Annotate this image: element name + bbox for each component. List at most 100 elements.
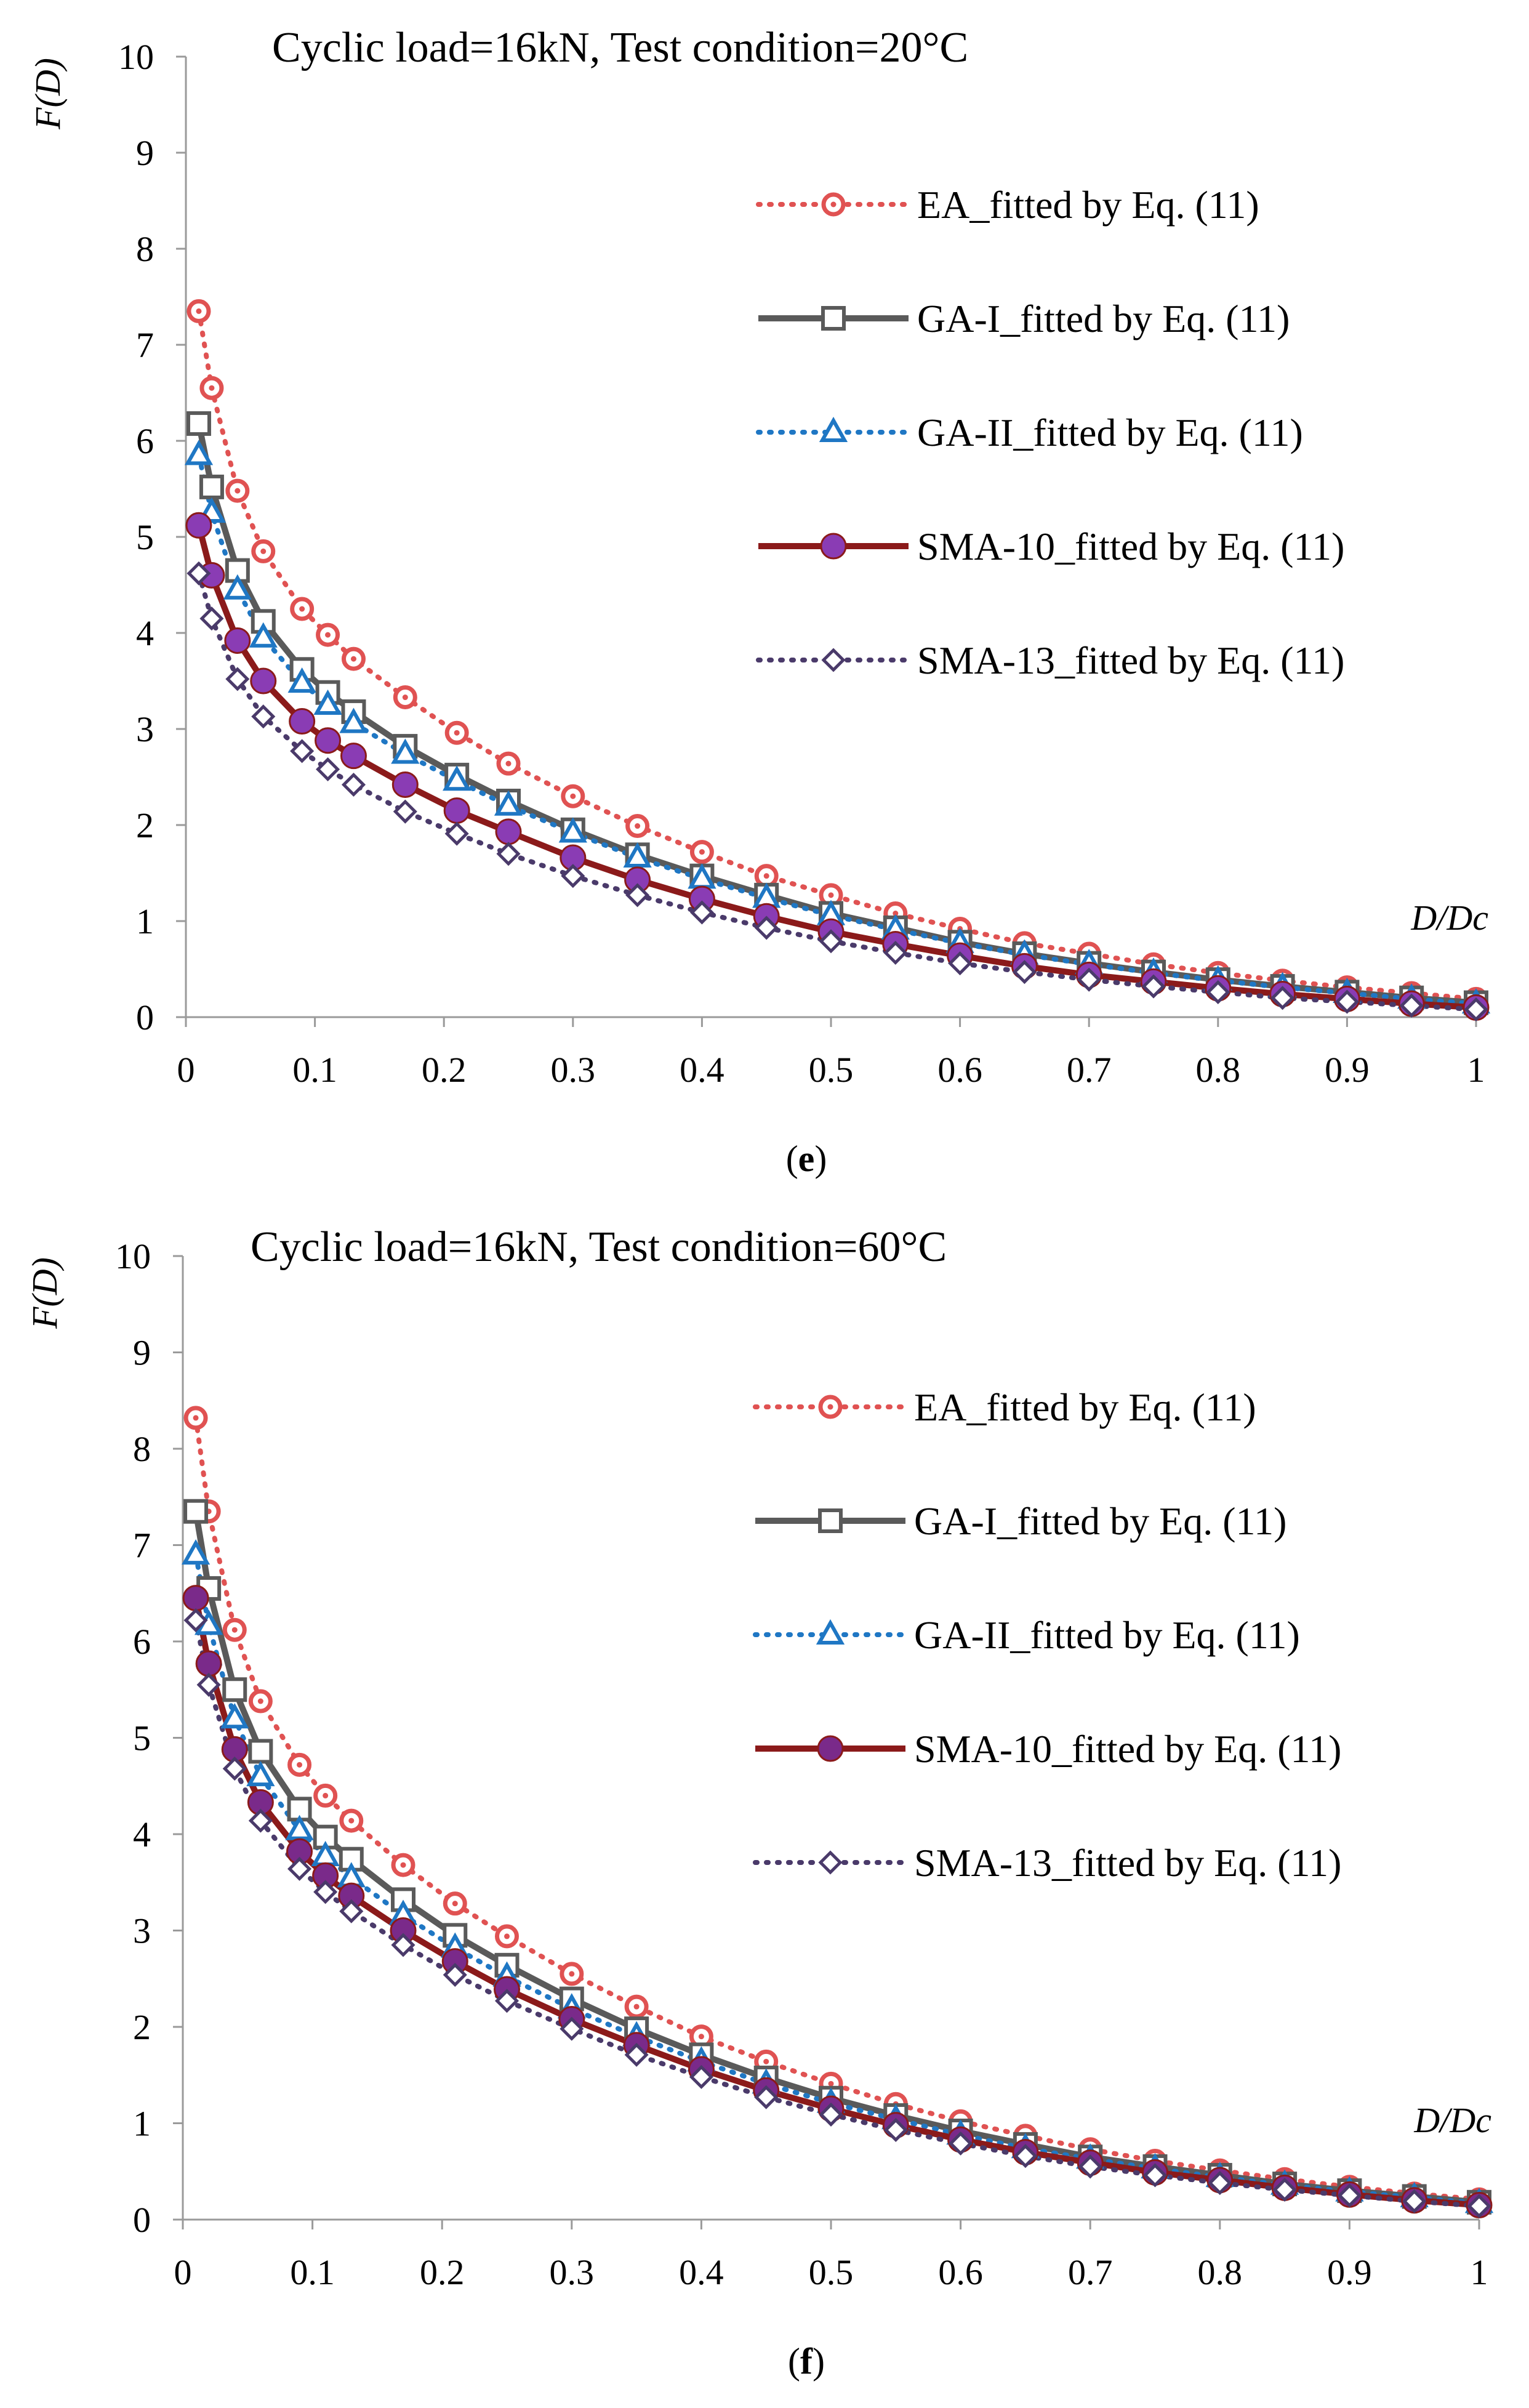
data-point-dot (193, 1415, 199, 1421)
y-tick-label: 9 (133, 1333, 151, 1373)
x-tick-label: 1 (1467, 1050, 1485, 1090)
legend-entry-1: GA-I_fitted by Eq. (11) (755, 1499, 1286, 1543)
legend-entry-0: EA_fitted by Eq. (11) (753, 1385, 1256, 1429)
x-tick-label: 0 (174, 2252, 192, 2292)
data-point (883, 940, 908, 965)
data-point (1206, 980, 1230, 1004)
data-point (494, 1989, 520, 2013)
data-point (561, 864, 585, 888)
legend-entry-2: GA-II_fitted by Eq. (11) (753, 1613, 1300, 1657)
legend-marker (818, 1850, 843, 1875)
data-point (625, 883, 650, 908)
data-point (1467, 2194, 1491, 2218)
y-tick-label: 5 (136, 517, 154, 557)
y-tick-label: 0 (136, 997, 154, 1037)
y-tick-label: 6 (136, 421, 154, 461)
legend-label: GA-I_fitted by Eq. (11) (914, 1499, 1286, 1543)
data-point (443, 1962, 467, 1987)
y-axis-label: F(D) (28, 58, 68, 130)
data-point (496, 842, 521, 866)
x-tick-label: 0.6 (938, 2252, 983, 2292)
legend-marker (820, 533, 847, 560)
x-tick-label: 0.3 (550, 2252, 595, 2292)
x-tick-label: 0.5 (809, 1050, 854, 1090)
data-point (391, 738, 420, 764)
data-point-dot (635, 823, 641, 829)
y-tick-label: 4 (133, 1814, 151, 1854)
data-point (1142, 2163, 1168, 2188)
data-point (560, 2016, 584, 2041)
data-point (289, 708, 316, 735)
y-tick-label: 7 (133, 1526, 151, 1566)
x-tick-label: 0.8 (1198, 2252, 1243, 2292)
y-tick-label: 5 (133, 1718, 151, 1758)
data-point (183, 1499, 209, 1524)
data-point (393, 799, 417, 824)
y-tick-label: 10 (115, 1236, 151, 1276)
legend-label: GA-II_fitted by Eq. (11) (914, 1613, 1300, 1657)
data-point (1334, 989, 1359, 1014)
data-point (184, 440, 214, 465)
legend-marker (821, 648, 846, 672)
data-point-dot (196, 308, 202, 314)
data-point (689, 2064, 713, 2089)
legend-marker (816, 1619, 845, 1645)
chart-title: Cyclic load=16kN, Test condition=20°C (272, 24, 968, 71)
data-point (949, 2131, 973, 2156)
chart-panel-e: 0 1 2 3 4 5 6 7 8 9 10 0 0.1 0.2 0.3 0.4 0.5 0.6 0.7 0.8 0.9… (28, 24, 1491, 1179)
data-point (1464, 997, 1488, 1022)
x-tick-label: 0.4 (679, 2252, 724, 2292)
data-point-dot (763, 873, 769, 879)
data-point-dot (297, 1762, 303, 1768)
data-point (754, 916, 779, 940)
data-point-dot (633, 2003, 640, 2010)
legend-marker-dot (830, 201, 837, 207)
data-point-dot (505, 760, 512, 767)
legend-label: SMA-13_fitted by Eq. (11) (914, 1841, 1341, 1885)
data-point (689, 900, 714, 925)
data-point-dot (402, 695, 408, 701)
data-point (1399, 993, 1424, 1018)
data-point (340, 743, 367, 770)
data-point (316, 757, 340, 782)
legend-entry-4: SMA-13_fitted by Eq. (11) (756, 638, 1344, 682)
x-tick-label: 1 (1471, 2252, 1488, 2292)
data-point-dot (452, 1901, 458, 1907)
data-point (341, 772, 366, 797)
x-tick-label: 0.7 (1068, 2252, 1113, 2292)
legend-label: GA-II_fitted by Eq. (11) (917, 411, 1303, 454)
data-point (222, 1677, 247, 1702)
data-point (1012, 960, 1037, 985)
data-point-dot (828, 2080, 834, 2087)
panel-label: (f) (788, 2341, 825, 2382)
x-tick-label: 0.9 (1325, 1050, 1370, 1090)
data-point (1077, 967, 1101, 992)
y-tick-label: 9 (136, 133, 154, 173)
legend-entry-2: GA-II_fitted by Eq. (11) (756, 411, 1303, 454)
data-point (246, 1760, 275, 1787)
legend-entry-4: SMA-13_fitted by Eq. (11) (753, 1841, 1341, 1885)
legend-entry-0: EA_fitted by Eq. (11) (756, 183, 1259, 227)
data-point (443, 765, 472, 791)
data-point-dot (260, 548, 267, 554)
x-tick-label: 0.4 (680, 1050, 724, 1090)
data-point-dot (325, 632, 331, 638)
data-point (313, 689, 342, 715)
data-point (222, 1757, 247, 1781)
legend-label: SMA-10_fitted by Eq. (11) (914, 1727, 1341, 1771)
y-tick-label: 3 (133, 1911, 151, 1951)
data-point (391, 771, 419, 798)
x-tick-label: 0.3 (551, 1050, 596, 1090)
data-point (819, 929, 843, 954)
x-axis-label: D/Dc (1410, 898, 1488, 938)
data-point (182, 1585, 209, 1612)
panel-paren-close: ) (813, 2341, 825, 2382)
data-point (313, 1880, 338, 1904)
x-tick-label: 0 (177, 1050, 195, 1090)
x-tick-label: 0.7 (1067, 1050, 1112, 1090)
data-point (754, 2085, 779, 2109)
data-point (819, 2102, 843, 2127)
series-markers-4 (187, 561, 1488, 1022)
panel-paren-open: ( (786, 1138, 798, 1179)
data-point (495, 818, 522, 845)
